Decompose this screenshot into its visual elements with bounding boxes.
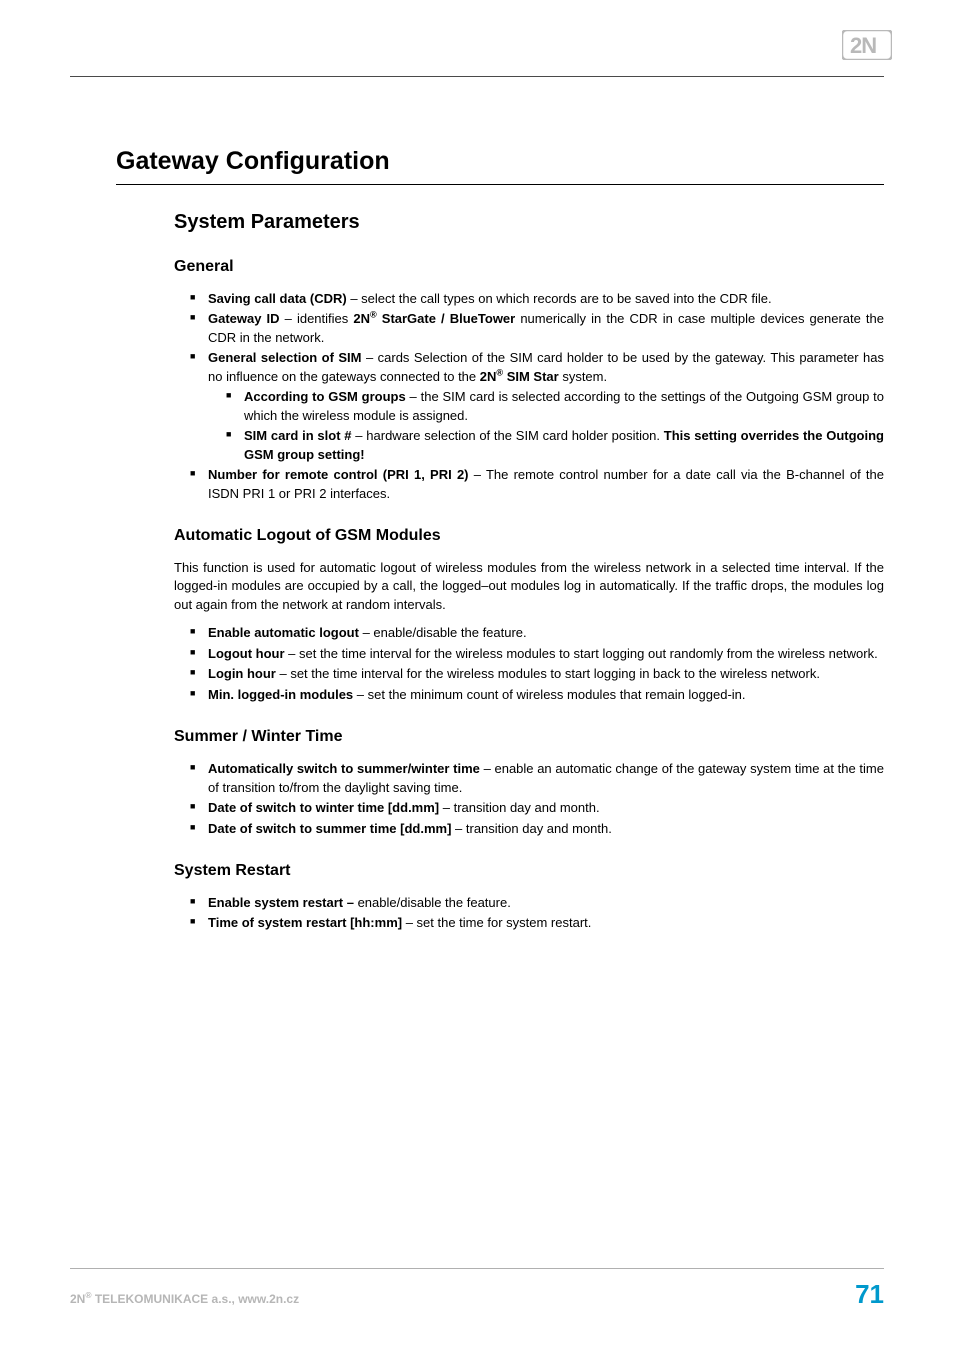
item-term: Date of switch to winter time [dd.mm] [208,800,439,815]
list-general: Saving call data (CDR) – select the call… [174,290,884,503]
item-term: Enable system restart – [208,895,354,910]
content-summer-winter: Automatically switch to summer/winter ti… [174,760,884,838]
item-desc: – select the call types on which records… [347,291,772,306]
item-desc: – set the time for system restart. [402,915,591,930]
page-number: 71 [855,1279,884,1310]
footer-brand: 2N [70,1292,85,1306]
page: 2N Gateway Configuration System Paramete… [0,0,954,1350]
product-name: StarGate / BlueTower [377,311,516,326]
list-system-restart: Enable system restart – enable/disable t… [174,894,884,933]
list-item: Min. logged-in modules – set the minimum… [208,686,884,704]
item-term: SIM card in slot # [244,428,352,443]
list-item: Automatically switch to summer/winter ti… [208,760,884,797]
list-item: Time of system restart [hh:mm] – set the… [208,914,884,932]
list-item: According to GSM groups – the SIM card i… [244,388,884,425]
list-item: Date of switch to winter time [dd.mm] – … [208,799,884,817]
item-term: Saving call data (CDR) [208,291,347,306]
list-item: SIM card in slot # – hardware selection … [244,427,884,464]
item-desc: – set the time interval for the wireless… [276,666,820,681]
item-desc: – transition day and month. [439,800,599,815]
sublist-sim-selection: According to GSM groups – the SIM card i… [208,388,884,464]
item-desc: – set the time interval for the wireless… [285,646,878,661]
content-general: Saving call data (CDR) – select the call… [174,290,884,503]
list-item: Date of switch to summer time [dd.mm] – … [208,820,884,838]
footer-row: 2N® TELEKOMUNIKACE a.s., www.2n.cz 71 [70,1279,884,1310]
item-term: Enable automatic logout [208,625,359,640]
item-desc: – set the minimum count of wireless modu… [353,687,745,702]
subheading-summer-winter: Summer / Winter Time [174,728,884,746]
item-term: Number for remote control (PRI 1, PRI 2) [208,467,469,482]
subheading-general: General [174,258,884,276]
registered-mark: ® [370,310,377,320]
list-item: Enable system restart – enable/disable t… [208,894,884,912]
brand-text: 2N® StarGate / BlueTower [353,311,515,326]
item-desc-part: system. [559,369,607,384]
item-term: Login hour [208,666,276,681]
list-item: General selection of SIM – cards Selecti… [208,349,884,464]
item-term: General selection of SIM [208,350,366,365]
section-title-system-parameters: System Parameters [174,211,884,234]
item-desc-part: – identifies [280,311,354,326]
item-term: Gateway ID [208,311,280,326]
brand-text: 2N® SIM Star [480,369,559,384]
subheading-auto-logout: Automatic Logout of GSM Modules [174,527,884,545]
list-item: Number for remote control (PRI 1, PRI 2)… [208,466,884,503]
footer-rule [70,1268,884,1269]
list-auto-logout: Enable automatic logout – enable/disable… [174,624,884,704]
footer-company: 2N® TELEKOMUNIKACE a.s., www.2n.cz [70,1292,299,1306]
content-system-restart: Enable system restart – enable/disable t… [174,894,884,933]
item-desc: enable/disable the feature. [354,895,511,910]
item-term: Date of switch to summer time [dd.mm] [208,821,451,836]
content-auto-logout: This function is used for automatic logo… [174,559,884,704]
list-item: Enable automatic logout – enable/disable… [208,624,884,642]
brand-logo: 2N [842,30,892,60]
page-title: Gateway Configuration [116,147,884,185]
item-desc: – enable/disable the feature. [359,625,527,640]
list-item: Logout hour – set the time interval for … [208,645,884,663]
list-summer-winter: Automatically switch to summer/winter ti… [174,760,884,838]
product-name: SIM Star [503,369,559,384]
item-term: Min. logged-in modules [208,687,353,702]
item-term: According to GSM groups [244,389,406,404]
list-item: Saving call data (CDR) – select the call… [208,290,884,308]
brand-logo-icon: 2N [842,30,892,60]
item-term: Logout hour [208,646,285,661]
page-footer: 2N® TELEKOMUNIKACE a.s., www.2n.cz 71 [70,1268,884,1310]
list-item: Login hour – set the time interval for t… [208,665,884,683]
brand-name: 2N [480,369,497,384]
item-term: Automatically switch to summer/winter ti… [208,761,480,776]
footer-company-text: TELEKOMUNIKACE a.s., www.2n.cz [92,1292,300,1306]
list-item: Gateway ID – identifies 2N® StarGate / B… [208,310,884,347]
item-desc-part: – hardware selection of the SIM card hol… [352,428,664,443]
svg-text:2N: 2N [850,33,876,58]
header-rule [70,76,884,77]
subheading-system-restart: System Restart [174,862,884,880]
item-term: Time of system restart [hh:mm] [208,915,402,930]
paragraph-auto-logout: This function is used for automatic logo… [174,559,884,614]
brand-name: 2N [353,311,370,326]
item-desc: – transition day and month. [451,821,611,836]
